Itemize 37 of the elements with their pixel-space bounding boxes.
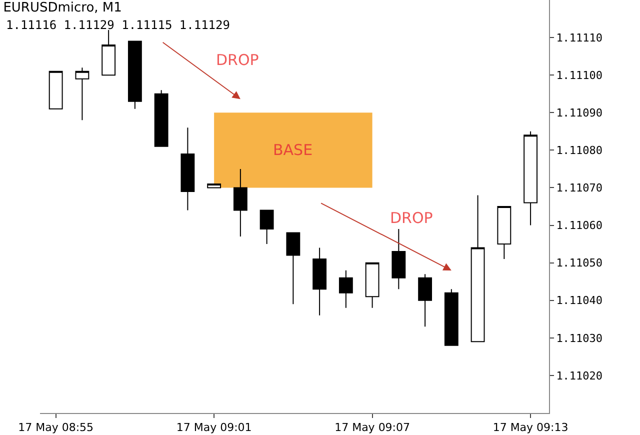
y-tick-label: 1.11070 <box>556 182 603 195</box>
x-tick-label: 17 May 09:07 <box>334 421 410 434</box>
band-label: BASE <box>273 141 313 159</box>
annotation: DROP <box>390 209 433 227</box>
y-tick-label: 1.11040 <box>556 294 603 308</box>
x-tick-label: 17 May 08:55 <box>18 421 94 434</box>
candlestick <box>524 130 538 226</box>
y-tick-label: 1.11100 <box>556 68 603 82</box>
candlestick <box>154 90 168 147</box>
candlestick <box>312 247 327 316</box>
chart-title: EURUSDmicro, M1 <box>3 0 122 16</box>
y-tick-label: 1.11110 <box>556 31 603 44</box>
y-tick-label: 1.11080 <box>556 144 603 158</box>
y-tick-label: 1.11060 <box>556 219 603 232</box>
candlestick <box>180 127 195 211</box>
candlestick <box>48 70 63 110</box>
y-tick-label: 1.11050 <box>556 256 603 270</box>
text: 1.11116 1.11129 1.11115 1.11129 <box>6 18 230 32</box>
candlestick <box>365 262 380 308</box>
candlestick <box>444 288 458 346</box>
y-tick-label: 1.11020 <box>556 369 603 382</box>
x-tick-label: 17 May 09:01 <box>176 421 252 434</box>
candlestick <box>260 210 274 245</box>
candlestick <box>392 228 406 290</box>
candlestick <box>233 168 248 238</box>
candlestick <box>470 194 485 342</box>
candlestick <box>338 270 353 308</box>
y-tick-label: 1.11030 <box>556 332 603 345</box>
candlestick <box>102 30 116 76</box>
x-tick-label: 17 May 09:13 <box>492 421 568 434</box>
candlestick <box>286 232 300 305</box>
y-tick-label: 1.11090 <box>556 106 603 120</box>
candlestick <box>418 274 432 328</box>
candlestick <box>75 67 90 121</box>
candlestick <box>497 206 512 260</box>
annotation: DROP <box>216 51 259 69</box>
candlestick <box>128 40 142 110</box>
